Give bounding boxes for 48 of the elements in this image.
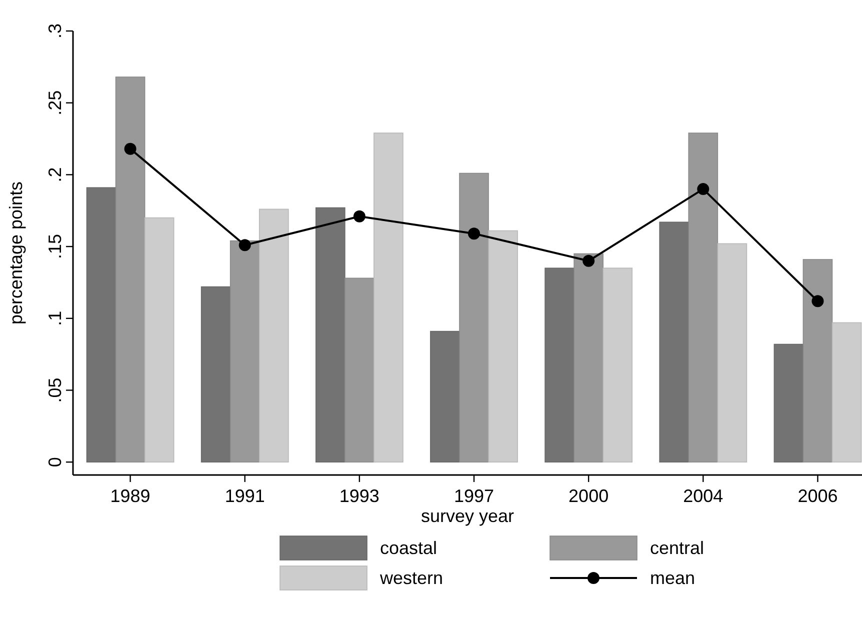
x-tick-label: 1993: [339, 486, 380, 506]
bar: [802, 259, 833, 462]
y-tick-label: .3: [45, 23, 65, 39]
bar: [258, 208, 289, 462]
bar: [774, 344, 804, 462]
bar: [144, 217, 174, 462]
bar: [574, 253, 604, 462]
point: [582, 254, 595, 267]
bar: [659, 222, 690, 462]
bar: [688, 132, 718, 462]
x-tick-label: 2004: [683, 486, 724, 506]
bar: [717, 243, 748, 462]
bar: [315, 207, 346, 462]
bar: [488, 230, 518, 462]
y-tick-label: .15: [45, 234, 65, 260]
bar: [459, 172, 489, 462]
x-tick-label: 2000: [568, 486, 609, 506]
bar: [602, 268, 633, 462]
x-tick-label: 1991: [224, 486, 265, 506]
y-tick-label: 0: [45, 457, 65, 468]
y-tick-label: .25: [45, 90, 65, 116]
point: [124, 142, 136, 155]
y-tick-label: .1: [45, 310, 65, 326]
bar: [344, 278, 374, 462]
x-axis-title: survey year: [420, 506, 514, 526]
bar: [86, 187, 116, 462]
y-tick-label: .2: [45, 167, 65, 182]
bar: [200, 286, 231, 462]
y-tick-label: .05: [45, 378, 65, 403]
point: [812, 295, 824, 308]
bar: [374, 132, 404, 462]
legend-label: mean: [650, 568, 696, 588]
bar: [430, 330, 460, 462]
point: [468, 228, 480, 240]
x-tick-label: 2006: [798, 486, 838, 506]
bar: [832, 322, 862, 462]
y-axis-title: percentage points: [6, 181, 26, 325]
bar: [230, 240, 260, 462]
x-tick-label: 1997: [454, 486, 494, 506]
point: [697, 183, 710, 196]
legend-label: central: [650, 538, 704, 558]
x-tick-label: 1989: [110, 486, 150, 506]
point: [353, 210, 366, 222]
bar: [544, 268, 574, 462]
point: [238, 239, 251, 252]
legend-label: coastal: [380, 538, 438, 558]
legend-label: western: [379, 568, 444, 588]
bar: [115, 76, 146, 462]
